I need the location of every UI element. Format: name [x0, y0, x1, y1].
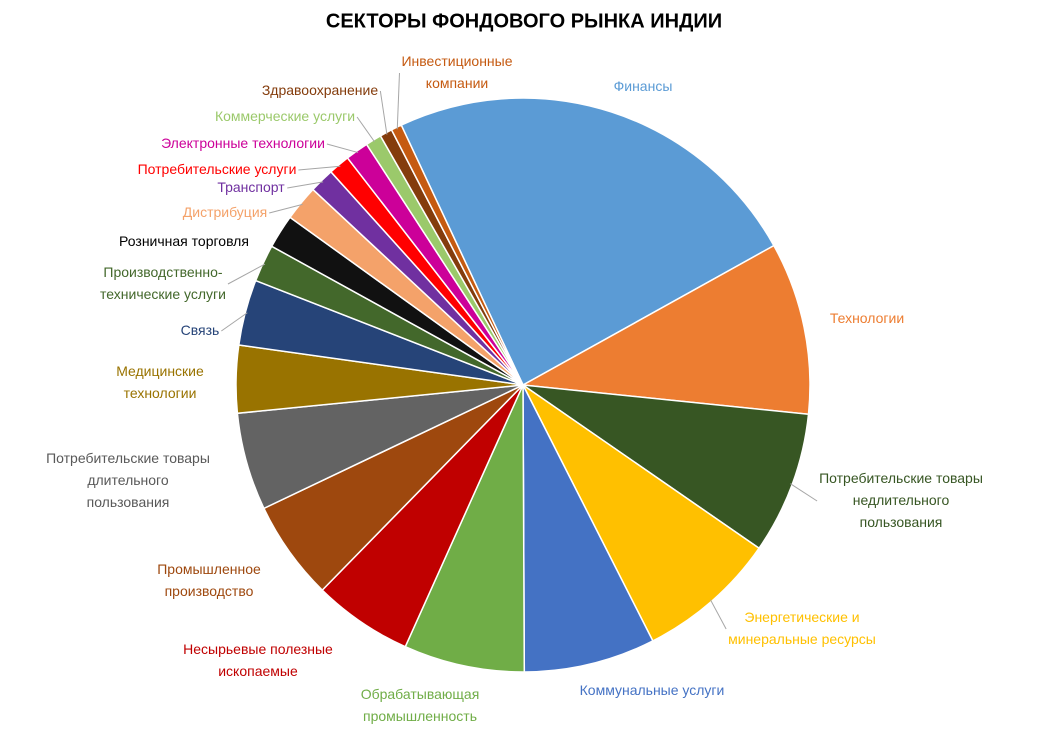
- slice-label: Технологии: [830, 310, 904, 326]
- slice-label: Финансы: [614, 78, 673, 94]
- slice-label: Несырьевые полезные ископаемые: [183, 641, 333, 679]
- slice-label: Медицинские технологии: [116, 363, 204, 401]
- slice: [404, 384, 526, 673]
- slice: [400, 97, 775, 387]
- slice: [522, 384, 654, 673]
- leader-line: [709, 599, 727, 630]
- leader-line: [227, 263, 266, 285]
- leader-line: [396, 72, 400, 130]
- slice-label: Обрабатывающая промышленность: [361, 686, 480, 724]
- leader-line: [790, 483, 818, 502]
- slice-label: Электронные технологии: [161, 135, 325, 151]
- slice-label: Производственно-технические услуги: [100, 264, 226, 302]
- leader-line: [356, 116, 375, 143]
- slice-label: Дистрибуция: [183, 204, 267, 220]
- slice-label: Коммерческие услуги: [215, 108, 355, 124]
- slice-label: Транспорт: [217, 179, 285, 195]
- leader-line: [287, 181, 324, 189]
- slice-label: Потребительские товары недлительного польз…: [819, 470, 983, 530]
- slice: [390, 124, 524, 386]
- slice-label: Энергетические и минеральные ресурсы: [728, 609, 876, 647]
- slice-label: Потребительские товары длительного пользов…: [46, 450, 210, 510]
- slice-label: Розничная торговля: [119, 233, 249, 249]
- slice-label: Здравоохранение: [262, 82, 379, 98]
- chart-title: СЕКТОРЫ ФОНДОВОГО РЫНКА ИНДИИ: [326, 10, 722, 32]
- leader-line: [221, 312, 248, 332]
- slice-label: Коммунальные услуги: [580, 682, 725, 698]
- leader-line: [379, 90, 388, 135]
- slice-label: Промышленное производство: [157, 561, 261, 599]
- slice: [520, 244, 811, 416]
- leader-line: [269, 203, 303, 214]
- leader-line: [298, 165, 341, 171]
- leader-line: [326, 143, 359, 154]
- slice-label: Связь: [181, 322, 220, 338]
- slice-label: Потребительские услуги: [138, 161, 297, 177]
- slice-label: Инвестиционные компании: [401, 53, 512, 91]
